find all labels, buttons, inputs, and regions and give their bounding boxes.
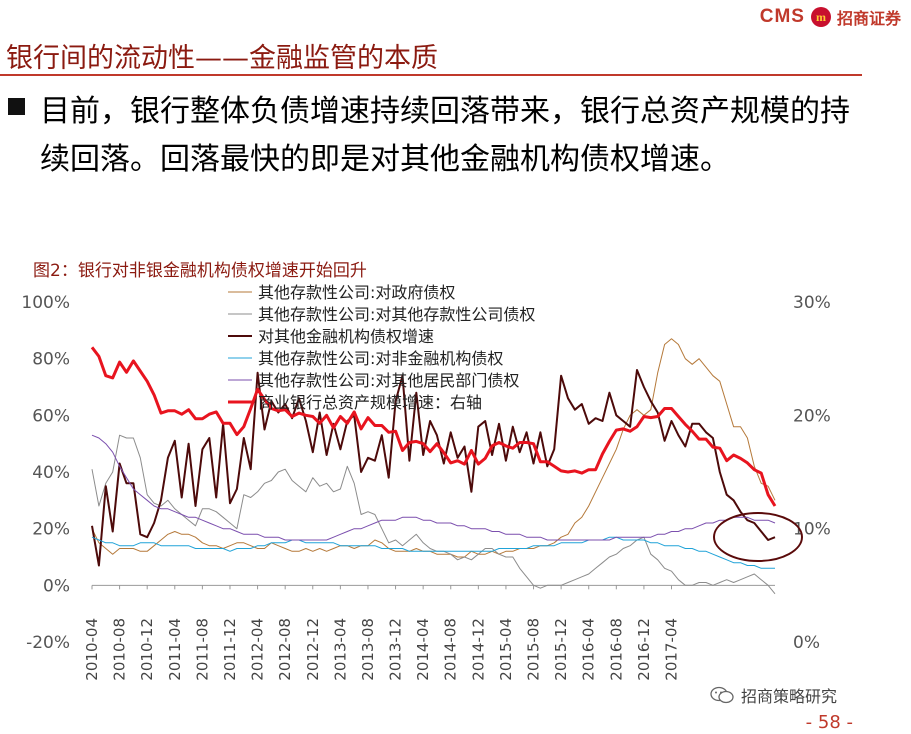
- legend-label: 其他存款性公司:对其他居民部门债权: [258, 371, 519, 390]
- series-line: [91, 338, 776, 558]
- line-chart: 100% 80% 60% 40% 20% 0% -20% 30% 20% 10% 0% 2010-04…: [21, 283, 830, 680]
- x-axis-tick: 2011-12: [221, 618, 239, 680]
- x-axis-tick: 2012-04: [249, 618, 267, 680]
- x-axis-tick: 2011-04: [166, 618, 184, 680]
- bullet-square-icon: [8, 98, 25, 115]
- brand-logo: CMS m 招商证券: [760, 6, 901, 28]
- x-axis-tick: 2012-08: [276, 618, 294, 680]
- left-axis-tick: 60%: [32, 406, 70, 426]
- legend-label: 其他存款性公司:对政府债权: [258, 283, 455, 302]
- x-axis-tick: 2014-08: [442, 618, 460, 680]
- right-axis-tick: 20%: [793, 406, 831, 426]
- x-axis-tick: 2013-12: [387, 618, 405, 680]
- highlight-circle: [713, 512, 803, 562]
- x-axis-tick: 2016-04: [580, 618, 598, 680]
- x-axis-tick: 2010-08: [111, 618, 129, 680]
- legend-label: 其他存款性公司:对其他存款性公司债权: [258, 305, 535, 324]
- x-axis-tick: 2015-04: [497, 618, 515, 680]
- series-line: [90, 346, 777, 507]
- chart-legend: 其他存款性公司:对政府债权其他存款性公司:对其他存款性公司债权对其他金融机构债权…: [228, 283, 535, 412]
- x-axis-tick: 2013-04: [331, 618, 349, 680]
- x-axis-tick: 2013-08: [359, 618, 377, 680]
- right-axis-tick: 0%: [793, 633, 820, 653]
- x-axis-tick: 2015-12: [552, 618, 570, 680]
- footer-source: 招商策略研究: [741, 687, 838, 706]
- x-axis-tick: 2017-04: [663, 618, 681, 680]
- legend-label: 对其他金融机构债权增速: [258, 327, 434, 346]
- legend-label: 商业银行总资产规模增速：右轴: [258, 393, 482, 412]
- chart-axes: 100% 80% 60% 40% 20% 0% -20% 30% 20% 10% 0% 2010-04…: [21, 293, 830, 680]
- left-axis-tick: 100%: [21, 293, 70, 313]
- figure-caption: 图2：银行对非银金融机构债权增速开始回升: [33, 261, 367, 281]
- x-axis-tick: 2012-12: [304, 618, 322, 680]
- x-axis-tick: 2014-12: [469, 618, 487, 680]
- x-axis-tick: 2010-12: [138, 618, 156, 680]
- chart-series: [90, 338, 777, 595]
- page-title: 银行间的流动性——金融监管的本质: [6, 43, 438, 74]
- page-number: - 58 -: [805, 712, 853, 733]
- brand-mark-icon: m: [810, 7, 831, 27]
- left-axis-tick: 40%: [32, 463, 70, 483]
- brand-name: CMS: [759, 6, 805, 27]
- right-axis-tick: 10%: [793, 520, 831, 540]
- left-axis-tick: -20%: [26, 633, 70, 653]
- footer-brand: 招商策略研究: [709, 683, 837, 707]
- series-line: [91, 369, 776, 567]
- x-axis-tick: 2011-08: [193, 618, 211, 680]
- left-axis-tick: 20%: [32, 520, 70, 540]
- series-line: [91, 434, 776, 595]
- title-divider: [0, 74, 862, 76]
- x-axis-tick: 2016-08: [607, 618, 625, 680]
- series-line: [91, 434, 776, 541]
- left-axis-tick: 80%: [32, 350, 70, 370]
- x-axis-tick: 2016-12: [635, 618, 653, 680]
- x-axis-tick: 2015-08: [525, 618, 543, 680]
- right-axis-tick: 30%: [793, 293, 831, 313]
- wechat-icon: [710, 686, 734, 704]
- x-axis-tick: 2010-04: [83, 618, 101, 680]
- x-axis-tick: 2014-04: [414, 618, 432, 680]
- legend-label: 其他存款性公司:对非金融机构债权: [258, 349, 503, 368]
- body-paragraph: 目前，银行整体负债增速持续回落带来，银行总资产规模的持续回落。回落最快的即是对其…: [40, 94, 850, 177]
- left-axis-tick: 0%: [43, 576, 70, 596]
- series-line: [91, 536, 775, 569]
- brand-name-cn: 招商证券: [836, 9, 901, 28]
